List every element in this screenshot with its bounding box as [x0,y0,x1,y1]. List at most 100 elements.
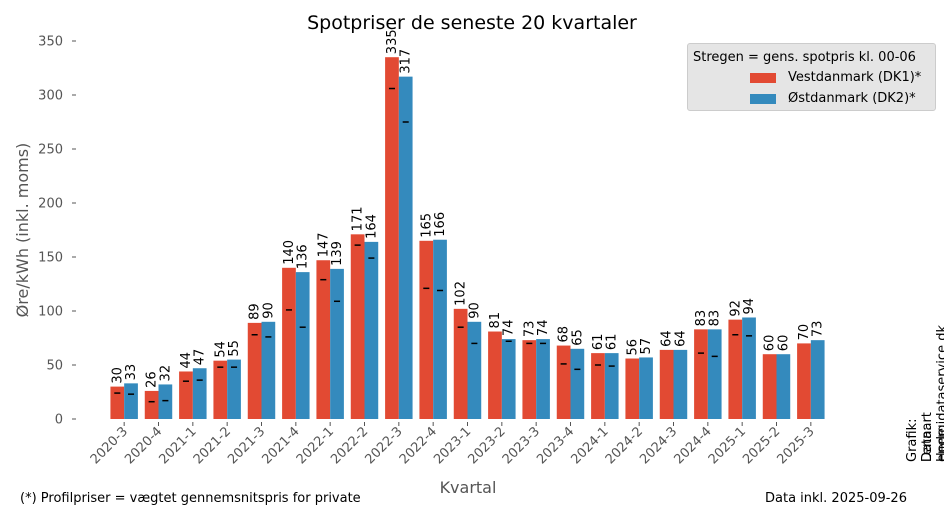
data-label: 165 [419,213,434,238]
x-axis-label: Kvartal [440,478,497,497]
bar-dk2 [810,340,825,419]
bar-dk1 [591,353,605,419]
x-tick-label: 2022-4 [397,424,440,467]
data-label: 92 [728,300,743,317]
bar-dk1 [419,240,434,419]
bar-dk1 [213,360,228,419]
data-label: 64 [673,330,688,347]
x-tick-label: 2023-2 [465,424,508,467]
data-label: 26 [145,371,160,388]
x-tick-label: 2025-3 [774,424,817,467]
data-label: 60 [763,335,778,352]
bar-dk2 [364,241,379,419]
data-label: 94 [742,298,757,315]
data-label: 64 [660,330,675,347]
x-tick-label: 2024-4 [671,424,714,467]
legend: Stregen = gens. spotpris kl. 00-06 Vestd… [687,43,936,111]
bar-dk1 [179,371,193,419]
chart-title: Spotpriser de seneste 20 kvartaler [307,12,637,34]
data-label: 32 [158,365,173,382]
bar-dk2 [398,76,413,419]
bar-dk1 [694,329,708,419]
x-tick-label: 2025-2 [740,424,783,467]
data-label: 55 [227,340,242,357]
x-tick-label: 2023-1 [431,424,474,467]
data-label: 61 [591,334,606,351]
bar-dk2 [261,321,276,419]
bar-dk2 [501,339,516,419]
data-label: 68 [557,326,572,343]
y-tick-label: 250 [38,143,63,158]
data-label: 44 [179,352,194,369]
bar-dk1 [728,319,743,419]
data-label: 61 [605,334,620,351]
y-tick-label: 150 [38,251,63,266]
legend-swatch-dk1 [750,73,776,83]
data-label: 317 [399,49,414,74]
bar-dk2 [192,368,207,419]
data-label: 70 [797,324,812,341]
bar-dk1 [453,308,468,419]
legend-label-dk2: Østdanmark (DK2)* [788,91,916,106]
bar-dk2 [742,317,756,419]
bar-dk2 [467,321,482,419]
bar-dk1 [385,57,399,419]
x-tick-label: 2025-1 [706,424,749,467]
x-tick-label: 2024-2 [603,424,646,467]
data-label: 30 [110,367,125,384]
data-label: 65 [570,329,585,346]
bar-dk2 [433,239,447,419]
x-tick-label: 2022-3 [362,424,405,467]
data-label: 164 [364,214,379,239]
x-tick-label: 2024-1 [568,424,611,467]
bar-dk2 [536,339,550,419]
bar-dk1 [350,234,365,419]
bar-dk2 [673,349,688,419]
x-tick-label: 2020-4 [122,424,165,467]
y-axis-label: Øre/kWh (inkl. moms) [13,143,32,318]
x-tick-label: 2020-3 [88,424,131,467]
data-label: 166 [433,212,448,237]
bar-dk2 [158,384,173,419]
data-label: 89 [248,303,263,320]
bar-dk1 [110,386,125,419]
x-tick-label: 2022-2 [328,424,371,467]
data-label: 139 [330,241,345,266]
x-tick-label: 2023-3 [500,424,543,467]
x-tick-label: 2021-4 [259,424,302,467]
y-tick-label: 350 [38,35,63,50]
data-label: 73 [522,321,537,338]
data-label: 47 [193,349,208,366]
legend-label-dk1: Vestdanmark (DK1)* [788,70,922,85]
bar-dk2 [227,359,241,419]
bar-dk1 [522,340,537,419]
x-tick-label: 2023-4 [534,424,577,467]
bar-dk2 [295,272,310,419]
y-tick-label: 200 [38,197,63,212]
data-label: 74 [502,320,517,337]
x-tick-label: 2022-1 [294,424,337,467]
x-tick-label: 2021-2 [191,424,234,467]
data-label: 33 [124,364,139,381]
bar-dk2 [330,268,344,419]
x-tick-label: 2021-1 [156,424,199,467]
bar-dk1 [556,345,571,419]
data-label: 83 [708,310,723,327]
bar-dk2 [570,348,585,419]
y-tick-label: 0 [55,413,63,428]
bar-dk2 [639,357,653,419]
bar-dk2 [776,354,791,419]
bar-dk2 [604,353,619,419]
data-date: Data inkl. 2025-09-26 [765,491,907,506]
data-label: 335 [385,29,400,54]
bar-dk1 [625,358,640,419]
bar-dk1 [316,260,331,419]
data-label: 136 [296,244,311,269]
data-label: 140 [282,240,297,265]
bar-dk1 [488,331,502,419]
bar-dk1 [247,322,262,419]
data-label: 56 [625,339,640,356]
y-tick-label: 100 [38,305,63,320]
data-label: 147 [316,232,331,257]
